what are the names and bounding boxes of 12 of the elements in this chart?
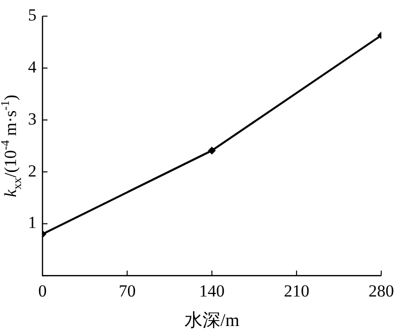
y-tick-label: 4 <box>28 58 37 77</box>
x-axis-title: 水深/m <box>184 310 240 330</box>
y-tick-label: 1 <box>28 213 36 232</box>
x-tick-label: 280 <box>368 281 394 300</box>
x-tick-label: 70 <box>118 281 136 300</box>
x-tick-label: 0 <box>38 281 47 300</box>
y-tick-label: 3 <box>28 109 36 128</box>
y-axis-title: kxx/(10-4 m·s-1) <box>0 94 24 198</box>
y-tick-label: 5 <box>28 6 36 25</box>
x-tick-label: 140 <box>199 281 225 300</box>
x-tick-label: 210 <box>284 281 310 300</box>
y-tick-label: 2 <box>28 161 36 180</box>
